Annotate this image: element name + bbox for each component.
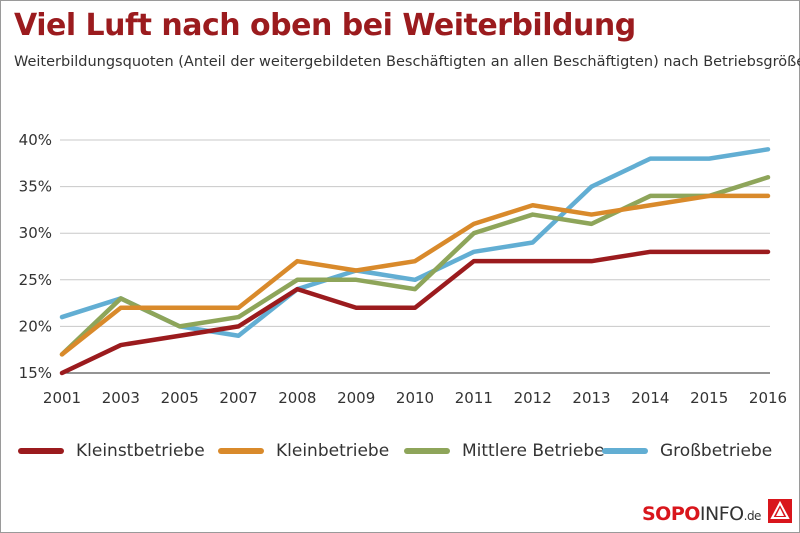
x-tick-label-2010: 2010 — [396, 389, 434, 407]
legend-swatch-kleinstbetriebe — [18, 448, 64, 454]
logo-info-text: INFO — [699, 503, 744, 525]
x-axis-ticks: 2001 2003 2005 2007 2008 2009 2010 2011 2012 2013… — [43, 389, 787, 407]
x-tick-label-2012: 2012 — [514, 389, 552, 407]
logo-sopo-text: SOPO — [642, 503, 700, 525]
x-tick-label-2013: 2013 — [572, 389, 610, 407]
x-tick-label-2015: 2015 — [690, 389, 728, 407]
legend-swatch-kleinbetriebe — [218, 448, 264, 454]
y-axis-ticks: 15% 20% 25% 30% 35% 40% — [19, 131, 52, 382]
y-tick-label-20: 20% — [19, 317, 52, 335]
series-line-kleinstbetriebe — [59, 249, 771, 376]
legend-label-kleinstbetriebe: Kleinstbetriebe — [76, 441, 205, 461]
y-tick-label-40: 40% — [19, 131, 52, 149]
series-lines — [59, 147, 771, 376]
logo-de-text: .de — [743, 509, 762, 523]
x-tick-label-2007: 2007 — [219, 389, 257, 407]
legend-item-mittlere-betriebe: Mittlere Betriebe — [404, 436, 605, 466]
x-tick-label-2005: 2005 — [161, 389, 199, 407]
sopoinfo-logo: SOPOINFO.de — [642, 503, 761, 525]
legend-label-kleinbetriebe: Kleinbetriebe — [276, 441, 390, 461]
y-tick-label-35: 35% — [19, 178, 52, 196]
x-tick-label-2014: 2014 — [631, 389, 669, 407]
legend-item-kleinstbetriebe: Kleinstbetriebe — [18, 436, 205, 466]
x-tick-label-2009: 2009 — [337, 389, 375, 407]
chart-title: Viel Luft nach oben bei Weiterbildung — [14, 8, 636, 43]
series-line-mittlere-betriebe — [59, 175, 771, 357]
y-tick-label-30: 30% — [19, 224, 52, 242]
legend-item-kleinbetriebe: Kleinbetriebe — [218, 436, 389, 466]
x-tick-label-2001: 2001 — [43, 389, 81, 407]
x-tick-label-2011: 2011 — [455, 389, 493, 407]
y-tick-label-25: 25% — [19, 271, 52, 289]
chart-subtitle: Weiterbildungsquoten (Anteil der weiterg… — [14, 54, 800, 70]
igmetall-logo-icon — [768, 499, 792, 523]
legend-item-grossbetriebe: Großbetriebe — [602, 436, 772, 466]
legend: Kleinstbetriebe Kleinbetriebe Mittlere B… — [0, 436, 800, 466]
series-line-kleinbetriebe — [59, 193, 771, 357]
y-tick-label-15: 15% — [19, 364, 52, 382]
legend-swatch-mittlere-betriebe — [404, 448, 450, 454]
legend-label-mittlere-betriebe: Mittlere Betriebe — [462, 441, 605, 461]
x-tick-label-2008: 2008 — [278, 389, 316, 407]
legend-swatch-grossbetriebe — [602, 448, 648, 454]
legend-label-grossbetriebe: Großbetriebe — [660, 441, 773, 461]
x-tick-label-2003: 2003 — [102, 389, 140, 407]
x-tick-label-2016: 2016 — [749, 389, 787, 407]
